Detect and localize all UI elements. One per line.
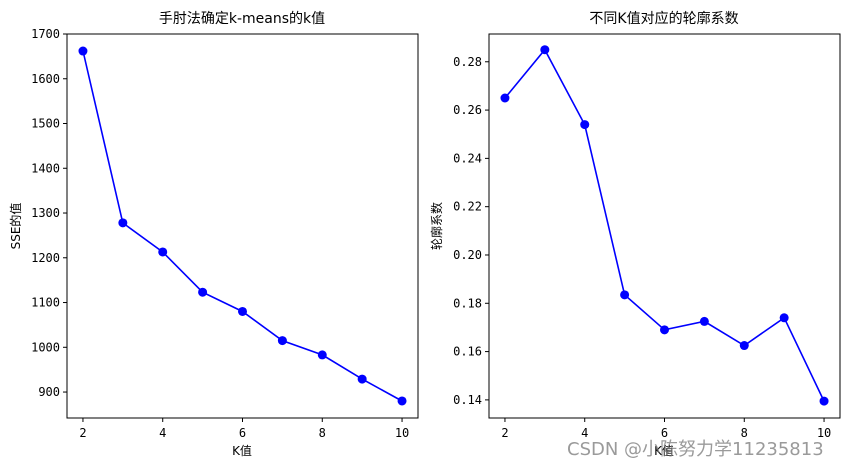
data-point (238, 306, 247, 316)
y-axis-label: SSE的值 (8, 203, 23, 250)
y-tick-label: 1600 (31, 72, 60, 86)
x-tick-label: 4 (159, 426, 166, 440)
data-point (660, 325, 669, 335)
data-point (500, 93, 510, 103)
watermark: CSDN @小陈努力学11235813 (567, 439, 824, 460)
data-point (779, 313, 789, 323)
silhouette-chart: 不同K值对应的轮廓系数 0.14 0.16 0.18 0.20 0.22 0.24 0.26… (429, 10, 841, 458)
y-tick-label: 0.26 (453, 103, 482, 117)
y-tick-label: 1100 (31, 296, 60, 310)
y-tick-label: 1300 (31, 206, 60, 220)
y-axis: 0.14 0.16 0.18 0.20 0.22 0.24 0.26 0.28 (453, 55, 489, 407)
y-tick-label: 1000 (31, 340, 60, 354)
y-tick-label: 0.14 (453, 393, 482, 407)
sse-series (78, 46, 407, 406)
y-tick-label: 0.28 (453, 55, 482, 69)
x-tick-label: 10 (817, 426, 831, 440)
chart-title: 手肘法确定k-means的k值 (159, 11, 325, 27)
x-axis-label: K值 (654, 443, 674, 458)
data-point (397, 396, 407, 406)
y-tick-label: 900 (38, 385, 60, 399)
y-tick-label: 1400 (31, 161, 60, 175)
elbow-chart: 手肘法确定k-means的k值 900 1000 1100 1200 1300 1400 1… (8, 11, 419, 458)
data-point (158, 247, 168, 257)
x-tick-label: 2 (501, 426, 508, 440)
data-point (198, 287, 208, 297)
y-axis-label: 轮廓系数 (429, 202, 444, 250)
x-tick-label: 4 (581, 426, 588, 440)
data-point (580, 120, 590, 130)
x-tick-label: 8 (319, 426, 326, 440)
data-point (540, 45, 550, 55)
data-point (699, 316, 709, 326)
x-axis: 2 4 6 8 10 (501, 418, 831, 440)
data-point (78, 46, 88, 56)
y-tick-label: 1700 (31, 27, 60, 41)
x-tick-label: 8 (741, 426, 748, 440)
x-tick-label: 6 (239, 426, 246, 440)
data-point (739, 341, 749, 351)
x-axis: 2 4 6 8 10 (79, 418, 409, 440)
data-point (118, 218, 128, 228)
plot-frame (488, 33, 841, 419)
y-tick-label: 0.18 (453, 296, 482, 310)
data-point (357, 374, 367, 384)
data-point (277, 336, 287, 346)
x-tick-label: 10 (395, 426, 409, 440)
y-tick-label: 0.16 (453, 345, 482, 359)
y-tick-label: 1500 (31, 117, 60, 131)
x-axis-label: K值 (232, 443, 252, 458)
y-tick-label: 1200 (31, 251, 60, 265)
y-tick-label: 0.20 (453, 248, 482, 262)
data-point (620, 290, 630, 300)
x-tick-label: 2 (79, 426, 86, 440)
x-tick-label: 6 (661, 426, 668, 440)
series-line (504, 48, 825, 402)
series-line (82, 50, 403, 402)
y-tick-label: 0.22 (453, 200, 482, 214)
y-axis: 900 1000 1100 1200 1300 1400 1500 1600 1700 (31, 27, 67, 399)
y-tick-label: 0.24 (453, 151, 482, 165)
data-point (317, 350, 327, 360)
chart-title: 不同K值对应的轮廓系数 (589, 10, 738, 27)
data-point (819, 396, 829, 406)
silhouette-series (500, 45, 829, 406)
